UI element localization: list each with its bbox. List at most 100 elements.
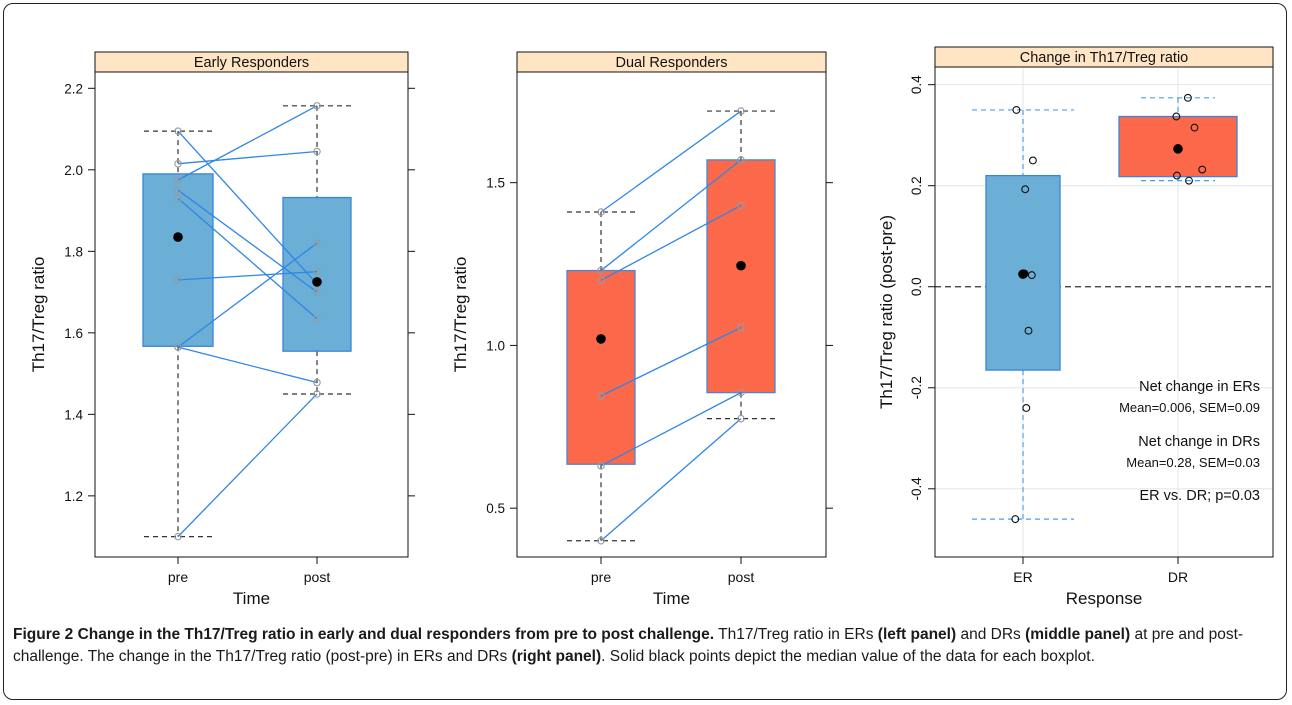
- data-point-pre: [597, 266, 605, 275]
- annotation-er-head: Net change in ERs: [1139, 379, 1260, 395]
- panel-border: [934, 66, 1274, 558]
- data-point-DR: [1172, 171, 1181, 180]
- y-axis-label: Th17/Treg ratio: [451, 257, 470, 373]
- annotation-dr-head: Net change in DRs: [1138, 434, 1260, 450]
- data-point-ER: [1012, 105, 1021, 114]
- data-point-pre: [597, 276, 605, 285]
- paired-line: [600, 392, 742, 467]
- data-point-DR: [1183, 93, 1192, 102]
- x-axis-label: Time: [653, 589, 690, 608]
- data-point-post: [313, 288, 321, 296]
- caption-right-panel: (right panel): [511, 648, 602, 665]
- paired-line: [600, 418, 742, 542]
- box-post: [282, 196, 352, 352]
- panel-3: Change in Th17/Treg ratio -0.4 -0.2 0.0 0.2 0…: [877, 46, 1274, 608]
- y-tick-label: 2.2: [64, 81, 83, 96]
- paired-line: [177, 242, 318, 348]
- y-tick-label: 1.4: [64, 407, 83, 422]
- paired-line: [177, 271, 318, 281]
- y-tick-label: 0.0: [909, 277, 924, 296]
- paired-line: [600, 110, 742, 213]
- x-tick-label: pre: [591, 569, 611, 585]
- data-point-pre: [174, 176, 182, 184]
- data-point-pre: [174, 276, 182, 284]
- data-point-post: [313, 314, 321, 323]
- annotation-pval: ER vs. DR; p=0.03: [1140, 488, 1260, 504]
- paired-line: [177, 197, 318, 320]
- data-point-DR: [1185, 176, 1193, 185]
- paired-line: [600, 326, 742, 397]
- y-tick-label: 0.2: [909, 176, 924, 195]
- x-tick-label: ER: [1013, 569, 1032, 585]
- data-point-ER: [1024, 326, 1033, 335]
- x-axis-label: Response: [1066, 589, 1143, 608]
- caption-text-4: . Solid black points depict the median v…: [601, 648, 1095, 665]
- median-point: [173, 232, 183, 242]
- y-axis-label: Th17/Treg ratio: [29, 257, 48, 373]
- caption-middle-panel: (middle panel): [1025, 626, 1131, 643]
- data-point-pre: [174, 127, 182, 135]
- box-post: [706, 159, 776, 394]
- caption-text-1: Th17/Treg ratio in ERs: [714, 626, 878, 643]
- median-point: [736, 260, 746, 271]
- paired-line: [177, 346, 318, 384]
- data-point-pre: [174, 194, 182, 203]
- data-point-ER: [1021, 185, 1030, 194]
- y-tick-label: -0.2: [909, 376, 924, 399]
- data-point-DR: [1172, 112, 1181, 121]
- data-point-DR: [1198, 165, 1207, 174]
- y-tick-label: 1.0: [486, 338, 505, 353]
- data-point-pre: [597, 208, 605, 216]
- x-tick-label: DR: [1168, 569, 1188, 585]
- caption-lead: Figure 2 Change in the Th17/Treg ratio i…: [13, 626, 715, 643]
- median-point: [1173, 144, 1183, 154]
- data-point-post: [737, 156, 745, 164]
- paired-line: [177, 189, 318, 293]
- y-tick-label: -0.4: [909, 477, 924, 501]
- data-point-post: [737, 388, 745, 397]
- data-point-pre: [597, 462, 605, 470]
- annotation-dr-stats: Mean=0.28, SEM=0.03: [1126, 455, 1260, 470]
- panel-title: Change in Th17/Treg ratio: [1020, 50, 1188, 66]
- data-point-pre: [174, 159, 182, 168]
- annotation-er-stats: Mean=0.006, SEM=0.09: [1119, 400, 1260, 415]
- y-tick-label: 1.6: [64, 326, 83, 341]
- panel-border: [94, 71, 409, 558]
- panel-title: Dual Responders: [615, 55, 727, 71]
- median-point: [1018, 269, 1028, 279]
- median-point: [596, 334, 606, 344]
- x-tick-label: post: [728, 569, 755, 585]
- paired-line: [600, 159, 742, 272]
- data-point-post: [737, 414, 745, 423]
- paired-line: [177, 393, 318, 538]
- data-point-post: [737, 323, 745, 332]
- data-point-post: [313, 267, 321, 276]
- y-tick-label: 2.0: [64, 163, 83, 178]
- data-point-pre: [174, 186, 182, 194]
- data-point-post: [313, 390, 321, 398]
- y-tick-label: 1.8: [64, 244, 83, 259]
- caption-left-panel: (left panel): [877, 626, 957, 643]
- y-tick-label: 0.4: [909, 75, 924, 94]
- paired-line: [177, 150, 318, 165]
- data-point-ER: [1027, 271, 1036, 280]
- paired-line: [177, 105, 318, 181]
- paired-line: [177, 130, 318, 285]
- data-point-post: [737, 201, 745, 210]
- y-axis-label: Th17/Treg ratio (post-pre): [877, 215, 896, 409]
- y-tick-label: 1.2: [64, 489, 83, 504]
- box-pre: [566, 269, 636, 465]
- data-point-pre: [597, 536, 605, 545]
- median-point: [312, 277, 322, 287]
- figure-caption: Figure 2 Change in the Th17/Treg ratio i…: [13, 624, 1275, 668]
- x-tick-label: pre: [168, 569, 188, 585]
- data-point-pre: [597, 392, 605, 400]
- data-point-pre: [174, 343, 182, 351]
- data-point-ER: [1022, 404, 1031, 412]
- box-pre: [142, 173, 214, 347]
- figure-frame: [3, 3, 1287, 700]
- data-point-post: [313, 239, 321, 247]
- caption-text-3: at pre and post-challenge. The change in…: [13, 626, 1244, 665]
- figure-2-charts: Early Responders 1.2 1.4 1.6 1.8 2.0 2.2 pre pos…: [29, 46, 1274, 608]
- panel-title: Early Responders: [194, 55, 309, 71]
